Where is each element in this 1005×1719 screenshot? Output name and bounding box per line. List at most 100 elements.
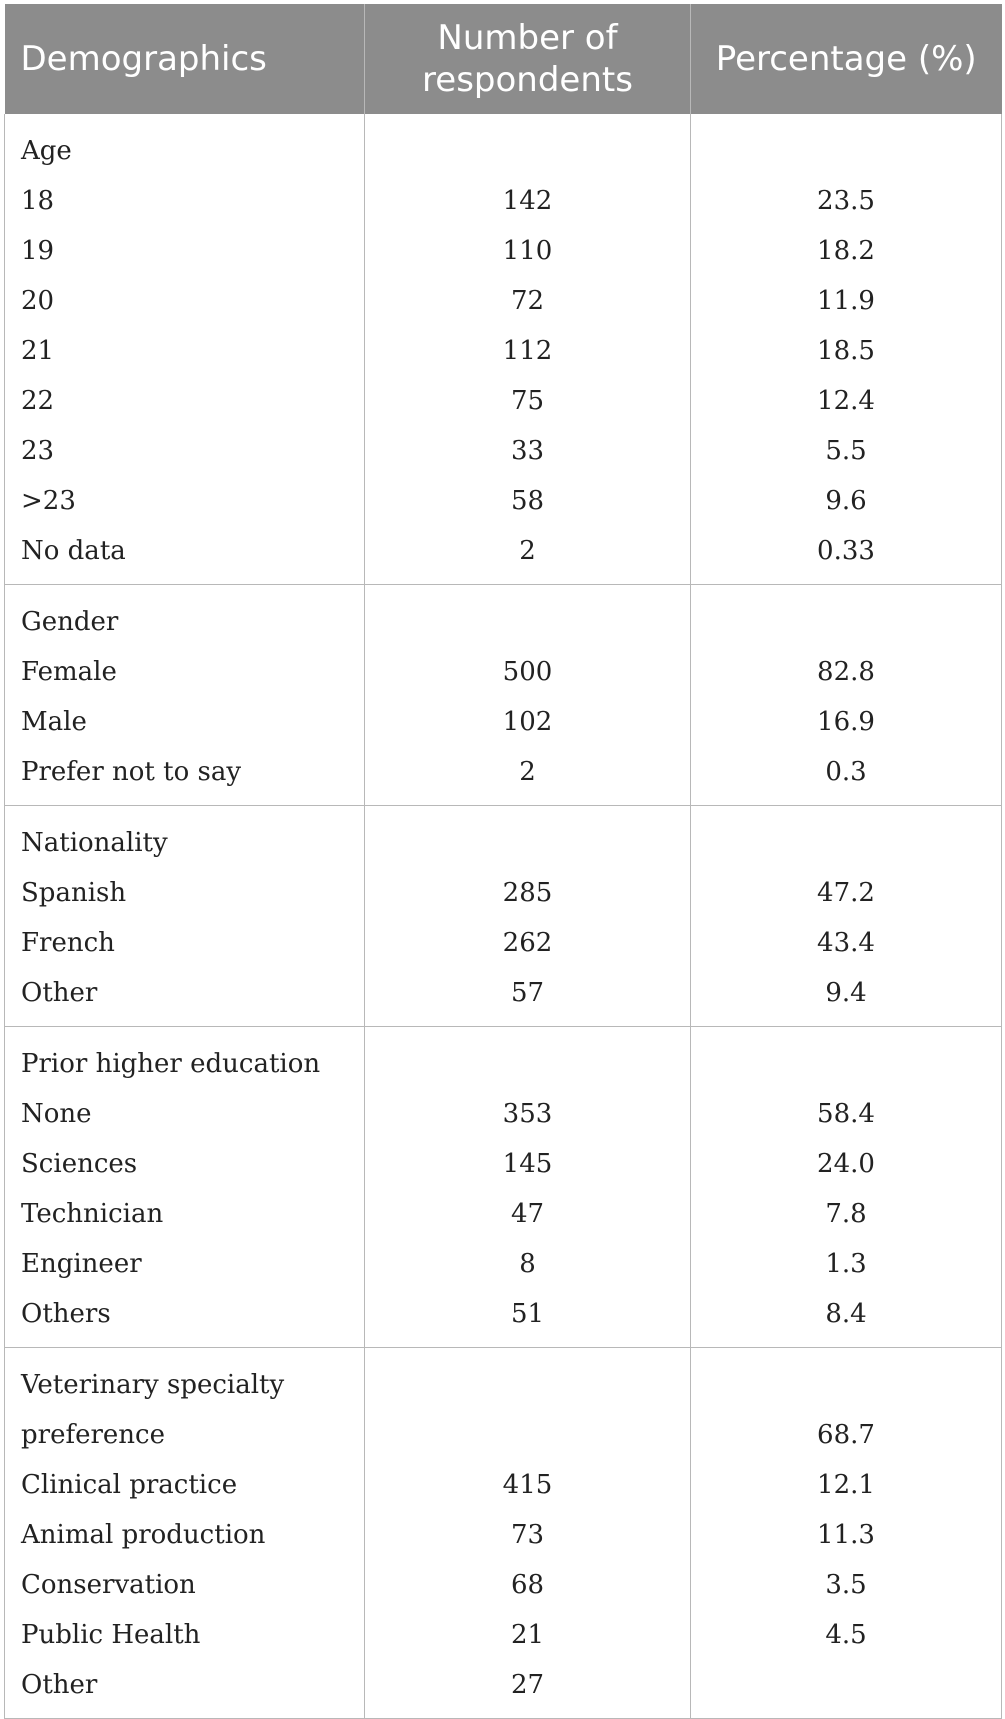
- group-title: Nationality: [4, 805, 365, 868]
- header-row: Demographics Number of respondents Perce…: [4, 4, 1002, 114]
- table-group: Gender Female 500 82.8 Male 102 16.9 Prefer not…: [4, 584, 1002, 806]
- row-number: 68: [364, 1560, 691, 1610]
- table-row: 23 33 5.5: [4, 426, 1002, 476]
- row-number: 57: [364, 968, 691, 1027]
- table-row: Spanish 285 47.2: [4, 868, 1002, 918]
- row-percentage: 12.4: [690, 376, 1002, 426]
- row-label: Prefer not to say: [4, 747, 365, 806]
- row-label: Female: [4, 647, 365, 697]
- row-label: Other: [4, 968, 365, 1027]
- row-number: 112: [364, 326, 691, 376]
- header-demographics: Demographics: [4, 4, 365, 114]
- row-number: 2: [364, 747, 691, 806]
- table-row: Clinical practice 415 12.1: [4, 1460, 1002, 1510]
- row-percentage: 18.2: [690, 226, 1002, 276]
- table-group: Veterinary specialty preference 68.7 Clinic…: [4, 1347, 1002, 1719]
- row-label: Public Health: [4, 1610, 365, 1660]
- row-percentage: 11.9: [690, 276, 1002, 326]
- row-number: 33: [364, 426, 691, 476]
- row-number: 262: [364, 918, 691, 968]
- table-group: Nationality Spanish 285 47.2 French 262 43.4 Ot…: [4, 805, 1002, 1027]
- row-percentage: 18.5: [690, 326, 1002, 376]
- row-label: 19: [4, 226, 365, 276]
- table-row: Animal production 73 11.3: [4, 1510, 1002, 1560]
- empty-cell: [690, 1347, 1002, 1410]
- demographics-table: Demographics Number of respondents Perce…: [4, 4, 1002, 1719]
- row-number: 27: [364, 1660, 691, 1719]
- group-title-row: Age: [4, 114, 1002, 176]
- table-row: Technician 47 7.8: [4, 1189, 1002, 1239]
- empty-cell: [364, 584, 691, 647]
- row-percentage: 1.3: [690, 1239, 1002, 1289]
- row-label: Sciences: [4, 1139, 365, 1189]
- table-row: Prefer not to say 2 0.3: [4, 747, 1002, 806]
- table-header: Demographics Number of respondents Perce…: [4, 4, 1002, 114]
- row-percentage: 43.4: [690, 918, 1002, 968]
- row-number: 72: [364, 276, 691, 326]
- row-label: Other: [4, 1660, 365, 1719]
- row-number: 142: [364, 176, 691, 226]
- row-percentage: 0.3: [690, 747, 1002, 806]
- row-label: 20: [4, 276, 365, 326]
- table-group: Prior higher education None 353 58.4 Science…: [4, 1026, 1002, 1348]
- empty-cell: [364, 805, 691, 868]
- row-number: 145: [364, 1139, 691, 1189]
- row-label: Animal production: [4, 1510, 365, 1560]
- table-row: 18 142 23.5: [4, 176, 1002, 226]
- row-percentage: 7.8: [690, 1189, 1002, 1239]
- header-number-of-respondents: Number of respondents: [364, 4, 691, 114]
- row-number: 73: [364, 1510, 691, 1560]
- table-row: Female 500 82.8: [4, 647, 1002, 697]
- row-label: Male: [4, 697, 365, 747]
- table-group: Age 18 142 23.5 19 110 18.2 20 72 11.9 21 112 18.5 22…: [4, 114, 1002, 585]
- table-row: French 262 43.4: [4, 918, 1002, 968]
- table-row: 20 72 11.9: [4, 276, 1002, 326]
- group-title: Veterinary specialty: [4, 1347, 365, 1410]
- table-row: None 353 58.4: [4, 1089, 1002, 1139]
- table-row: Conservation 68 3.5: [4, 1560, 1002, 1610]
- group-title: Gender: [4, 584, 365, 647]
- row-label: 23: [4, 426, 365, 476]
- row-percentage: 3.5: [690, 1560, 1002, 1610]
- row-number: 102: [364, 697, 691, 747]
- group-title-row: Prior higher education: [4, 1026, 1002, 1089]
- group-title-row: Nationality: [4, 805, 1002, 868]
- empty-cell: [364, 1026, 691, 1089]
- table-row: Others 51 8.4: [4, 1289, 1002, 1348]
- table-row: No data 2 0.33: [4, 526, 1002, 585]
- empty-cell: [690, 1026, 1002, 1089]
- row-percentage: 24.0: [690, 1139, 1002, 1189]
- empty-cell: [364, 1347, 691, 1410]
- row-percentage: 16.9: [690, 697, 1002, 747]
- empty-cell: [690, 805, 1002, 868]
- row-label: French: [4, 918, 365, 968]
- row-percentage: [690, 1660, 1002, 1719]
- row-percentage: 68.7: [690, 1410, 1002, 1460]
- row-label: Spanish: [4, 868, 365, 918]
- empty-cell: [364, 114, 691, 176]
- table-row: 21 112 18.5: [4, 326, 1002, 376]
- table-row: Other 57 9.4: [4, 968, 1002, 1027]
- row-number: 21: [364, 1610, 691, 1660]
- table-row: Other 27: [4, 1660, 1002, 1719]
- row-percentage: 11.3: [690, 1510, 1002, 1560]
- row-percentage: 4.5: [690, 1610, 1002, 1660]
- group-title-row: Veterinary specialty: [4, 1347, 1002, 1410]
- table-row: >23 58 9.6: [4, 476, 1002, 526]
- row-label: None: [4, 1089, 365, 1139]
- row-number: 500: [364, 647, 691, 697]
- row-number: 110: [364, 226, 691, 276]
- row-percentage: 58.4: [690, 1089, 1002, 1139]
- row-number: 285: [364, 868, 691, 918]
- row-percentage: 12.1: [690, 1460, 1002, 1510]
- row-number: [364, 1410, 691, 1460]
- row-number: 8: [364, 1239, 691, 1289]
- row-label: >23: [4, 476, 365, 526]
- table-row: Public Health 21 4.5: [4, 1610, 1002, 1660]
- row-percentage: 5.5: [690, 426, 1002, 476]
- table-row: 22 75 12.4: [4, 376, 1002, 426]
- row-number: 47: [364, 1189, 691, 1239]
- group-title: Age: [4, 114, 365, 176]
- row-label: Engineer: [4, 1239, 365, 1289]
- table-row: preference 68.7: [4, 1410, 1002, 1460]
